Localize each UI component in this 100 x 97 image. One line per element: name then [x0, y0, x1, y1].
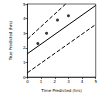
svg-text:5: 5	[23, 2, 26, 7]
svg-text:4: 4	[81, 79, 84, 84]
svg-text:Time Predicted (hrs): Time Predicted (hrs)	[40, 88, 82, 93]
svg-text:2: 2	[23, 45, 26, 50]
svg-text:1: 1	[23, 60, 26, 65]
svg-text:5: 5	[94, 79, 97, 84]
svg-text:3: 3	[67, 79, 70, 84]
svg-text:True Predicted (hrs): True Predicted (hrs)	[8, 21, 13, 62]
svg-text:1: 1	[40, 79, 43, 84]
svg-text:0: 0	[26, 79, 29, 84]
svg-text:4: 4	[23, 16, 26, 21]
svg-text:3: 3	[23, 31, 26, 36]
svg-text:2: 2	[53, 79, 56, 84]
svg-text:0: 0	[22, 74, 26, 80]
